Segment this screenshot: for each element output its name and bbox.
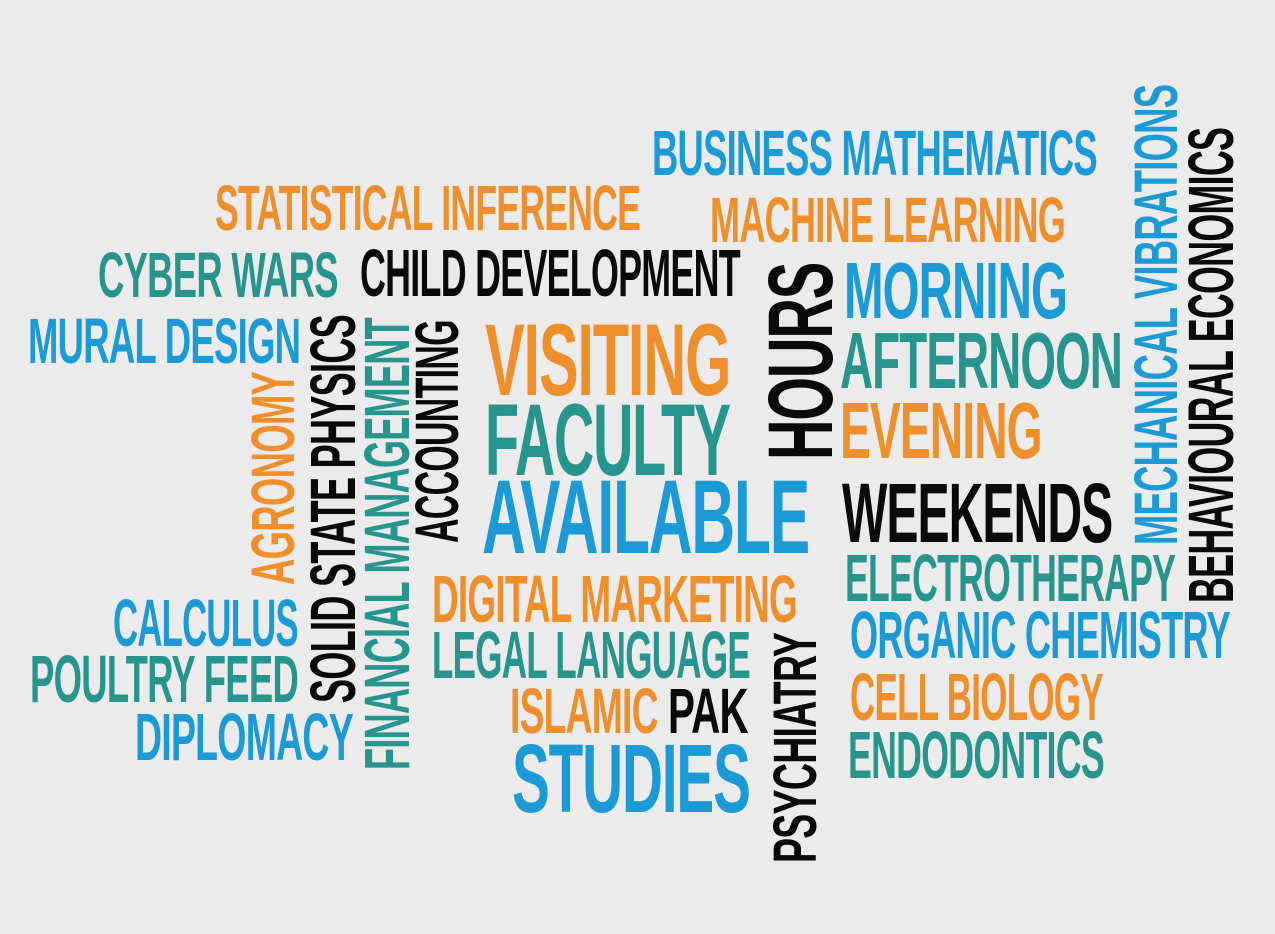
word-faculty: FACULTY	[485, 381, 731, 497]
word-endodontics: ENDODONTICS	[848, 718, 1105, 793]
word-poultry-feed: POULTRY FEED	[30, 642, 299, 717]
word-mural-design: MURAL DESIGN	[28, 304, 301, 377]
word-statistical-inference: STATISTICAL INFERENCE	[215, 171, 641, 244]
word-weekends: WEEKENDS	[842, 464, 1113, 560]
word-islamic: ISLAMIC	[510, 674, 658, 747]
word-agronomy: AGRONOMY	[239, 371, 309, 585]
word-machine-learning: MACHINE LEARNING	[710, 183, 1066, 256]
word-hours: HOURS	[747, 262, 852, 460]
word-visiting: VISITING	[485, 301, 731, 417]
word-afternoon: AFTERNOON	[840, 316, 1123, 406]
word-psychiatry: PSYCHIATRY	[761, 632, 831, 863]
word-calculus: CALCULUS	[113, 586, 299, 661]
word-cell-biology: CELL BIOLOGY	[850, 660, 1104, 735]
word-child-development: CHILD DEVELOPMENT	[360, 236, 741, 311]
word-evening: EVENING	[840, 386, 1043, 476]
word-electrotherapy: ELECTROTHERAPY	[845, 541, 1176, 616]
word-organic-chemistry: ORGANIC CHEMISTRY	[850, 598, 1231, 673]
word-legal-language: LEGAL LANGUAGE	[432, 618, 751, 693]
word-diplomacy: DIPLOMACY	[135, 700, 354, 775]
word-pak: PAK	[668, 674, 749, 747]
word-available: AVAILABLE	[482, 459, 810, 577]
word-cyber-wars: CYBER WARS	[98, 238, 339, 311]
word-business-mathematics: BUSINESS MATHEMATICS	[652, 116, 1098, 189]
word-studies: STUDIES	[512, 724, 751, 834]
word-morning: MORNING	[844, 246, 1068, 336]
word-behavioural-economics: BEHAVIOURAL ECONOMICS	[1174, 127, 1247, 603]
word-digital-marketing: DIGITAL MARKETING	[432, 562, 798, 637]
word-accounting: ACCOUNTING	[403, 320, 473, 543]
